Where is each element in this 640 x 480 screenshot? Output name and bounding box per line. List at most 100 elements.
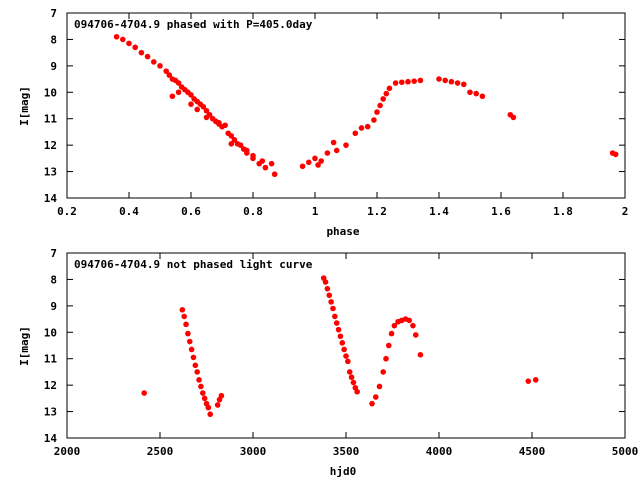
data-point: [386, 85, 393, 92]
data-point: [358, 125, 365, 131]
plot-frame-phased: [66, 12, 626, 199]
data-point: [322, 279, 329, 285]
data-point: [454, 80, 461, 86]
data-point: [410, 322, 416, 329]
y-tick-label: 7: [50, 247, 57, 260]
y-tick-label: 11: [44, 113, 58, 126]
data-point: [192, 362, 199, 369]
data-point: [185, 330, 191, 337]
data-point: [417, 77, 424, 84]
data-point: [194, 106, 200, 113]
data-point: [205, 404, 212, 411]
y-tick-label: 13: [44, 406, 57, 419]
x-tick-label: 2500: [147, 445, 174, 458]
x-tick-label: 3000: [240, 445, 267, 458]
data-point: [120, 36, 126, 43]
data-point: [196, 377, 202, 383]
data-point: [532, 377, 539, 383]
data-point: [157, 63, 163, 69]
data-point: [163, 68, 169, 74]
data-point: [376, 383, 383, 390]
y-axis-label-phased: I[mag]: [18, 86, 31, 126]
x-tick-label: 2: [622, 205, 629, 218]
data-point: [151, 59, 157, 65]
x-tick-label: 0.8: [243, 205, 263, 218]
x-ticks-unphased: 2000 2500 3000 3500 4000 4500 5000: [54, 253, 639, 458]
data-point: [259, 158, 266, 164]
y-tick-label: 12: [44, 139, 57, 152]
data-point: [377, 102, 383, 109]
data-point: [234, 141, 241, 147]
data-point: [312, 155, 318, 162]
data-point: [113, 33, 120, 40]
data-point: [380, 369, 387, 375]
data-point: [364, 123, 371, 130]
x-tick-label: 1: [312, 205, 319, 218]
data-point: [214, 402, 221, 408]
data-point: [436, 76, 442, 82]
points-phased: [113, 33, 619, 178]
data-point: [406, 317, 413, 324]
data-point: [250, 152, 256, 159]
data-point: [244, 147, 250, 154]
data-point: [346, 369, 353, 375]
data-point: [326, 292, 333, 299]
data-point: [388, 330, 395, 337]
data-point: [324, 285, 331, 292]
x-tick-label: 1.4: [429, 205, 449, 218]
chart-title-phased: 094706-4704.9 phased with P=405.0day: [74, 18, 313, 31]
data-point: [203, 107, 210, 114]
data-point: [190, 354, 197, 361]
data-point: [405, 78, 411, 85]
data-point: [169, 93, 176, 100]
data-point: [461, 81, 467, 88]
data-point: [183, 321, 189, 328]
x-tick-label: 4500: [519, 445, 546, 458]
data-point: [354, 388, 360, 395]
data-point: [216, 119, 222, 126]
y-tick-label: 8: [50, 273, 57, 286]
data-point: [525, 378, 532, 384]
chart-title-unphased: 094706-4704.9 not phased light curve: [74, 258, 313, 271]
data-point: [350, 379, 357, 386]
data-point: [467, 89, 473, 96]
data-point: [510, 114, 517, 121]
y-axis-label-unphased: I[mag]: [18, 326, 31, 366]
data-point: [385, 342, 392, 349]
data-point: [188, 346, 195, 353]
data-point: [315, 162, 321, 168]
data-point: [218, 392, 225, 399]
data-point: [188, 92, 194, 98]
data-point: [200, 104, 207, 110]
y-tick-label: 9: [50, 60, 57, 73]
chart-phased: 7 8 9 10 11 12 13 14 0.2 0.4 0.6 0.8 1 1.2 1.4 1.6 1.8 2…: [18, 7, 628, 238]
data-point: [383, 355, 389, 362]
data-point: [330, 139, 337, 146]
data-point: [352, 130, 359, 137]
data-point: [448, 78, 455, 85]
x-tick-label: 5000: [612, 445, 639, 458]
data-point: [392, 80, 399, 86]
data-point: [411, 78, 418, 84]
data-point: [383, 90, 390, 97]
data-point: [341, 346, 347, 353]
x-ticks-phased: 0.2 0.4 0.6 0.8 1 1.2 1.4 1.6 1.8 2: [57, 13, 628, 218]
data-point: [222, 122, 228, 129]
chart-unphased: 7 8 9 10 11 12 13 14 2000 2500 3000 3500 4000 4500 50…: [18, 247, 638, 478]
x-tick-label: 0.4: [119, 205, 139, 218]
data-point: [138, 49, 145, 56]
data-point: [343, 142, 349, 148]
data-point: [306, 159, 312, 166]
data-point: [417, 351, 424, 358]
data-point: [369, 400, 375, 407]
y-tick-label: 9: [50, 300, 57, 313]
y-ticks-unphased: 7 8 9 10 11 12 13 14: [44, 247, 625, 445]
x-tick-label: 3500: [333, 445, 360, 458]
data-point: [335, 326, 342, 333]
data-point: [318, 158, 325, 164]
data-point: [372, 394, 379, 400]
data-point: [328, 299, 334, 305]
data-point: [201, 395, 208, 402]
y-ticks-phased: 7 8 9 10 11 12 13 14: [44, 7, 625, 205]
